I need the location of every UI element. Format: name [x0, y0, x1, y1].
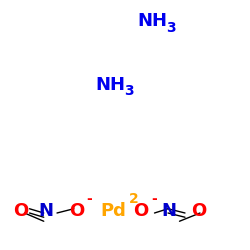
Text: O: O — [14, 202, 29, 220]
Text: -: - — [86, 192, 92, 206]
Text: NH: NH — [138, 12, 168, 30]
Text: Pd: Pd — [101, 202, 127, 220]
Text: N: N — [39, 202, 54, 220]
Text: 3: 3 — [124, 84, 134, 98]
Text: O: O — [191, 202, 206, 220]
Text: N: N — [161, 202, 176, 220]
Text: O: O — [68, 202, 84, 220]
Text: 3: 3 — [166, 20, 176, 34]
Text: NH: NH — [95, 76, 125, 94]
Text: 2: 2 — [129, 192, 138, 206]
Text: -: - — [151, 192, 156, 206]
Text: O: O — [134, 202, 149, 220]
